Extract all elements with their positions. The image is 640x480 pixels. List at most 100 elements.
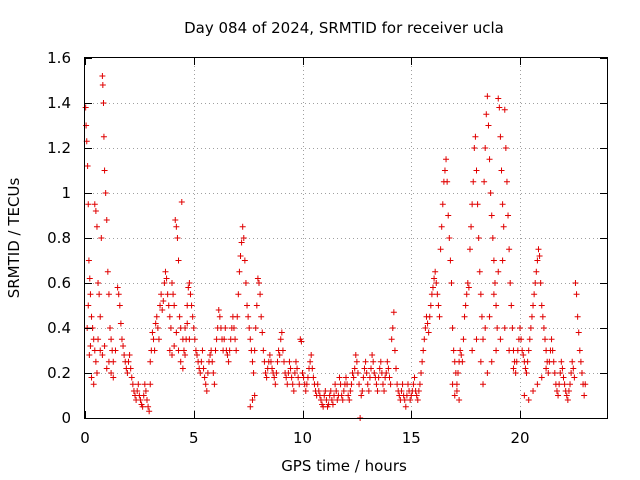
data-point: [339, 397, 346, 403]
data-point: [85, 257, 92, 264]
data-point: [137, 397, 144, 403]
data-point: [458, 352, 465, 358]
data-point: [497, 133, 504, 140]
data-point: [484, 370, 491, 376]
data-point: [100, 100, 107, 106]
data-point: [557, 370, 564, 376]
data-point: [232, 336, 239, 343]
data-point: [178, 199, 185, 205]
data-point: [103, 365, 110, 372]
data-point: [360, 374, 367, 381]
data-point: [432, 268, 439, 275]
data-point: [550, 358, 557, 365]
x-tick-label: 20: [510, 429, 529, 447]
data-point: [468, 223, 475, 230]
data-point: [251, 392, 258, 399]
data-point: [538, 374, 545, 381]
x-tick-label: 0: [80, 429, 90, 447]
data-point: [171, 343, 178, 349]
data-point: [520, 352, 527, 358]
y-tick-label: 0.4: [47, 319, 71, 337]
data-point: [100, 133, 107, 140]
y-tick-label: 0: [61, 409, 71, 427]
data-point: [308, 352, 315, 358]
data-point: [332, 381, 339, 388]
data-point: [553, 388, 560, 394]
data-point: [112, 347, 119, 354]
data-point: [177, 358, 184, 365]
data-point: [495, 95, 502, 102]
data-point: [374, 388, 381, 394]
data-point: [244, 302, 251, 309]
data-point: [92, 358, 99, 365]
data-point: [398, 388, 405, 394]
data-point: [173, 329, 180, 336]
data-point: [471, 145, 478, 151]
data-point: [540, 325, 547, 331]
data-point: [336, 374, 343, 381]
data-point: [455, 370, 462, 376]
data-point: [277, 336, 284, 343]
y-tick-label: 0.8: [47, 229, 71, 247]
data-point: [90, 381, 97, 388]
data-point: [525, 397, 532, 403]
data-point: [161, 280, 168, 286]
data-point: [166, 313, 173, 320]
data-point: [105, 291, 112, 298]
data-point: [489, 235, 496, 241]
data-point: [299, 370, 306, 376]
data-point: [563, 392, 570, 399]
data-point: [488, 358, 495, 365]
data-point: [241, 257, 248, 264]
data-point: [246, 325, 253, 331]
data-point: [91, 201, 98, 208]
data-point: [506, 347, 513, 354]
data-point: [254, 275, 261, 282]
data-point: [465, 284, 472, 291]
data-point: [298, 338, 305, 345]
data-point: [315, 388, 322, 394]
data-point: [322, 388, 329, 394]
data-point: [321, 392, 328, 399]
data-point: [522, 365, 529, 372]
data-point: [103, 217, 110, 223]
data-point: [371, 370, 378, 376]
data-point: [92, 208, 99, 214]
data-point: [536, 253, 543, 259]
data-point: [203, 388, 210, 394]
data-point: [490, 257, 497, 264]
data-point: [506, 246, 513, 253]
data-point: [466, 246, 473, 253]
data-point: [470, 178, 477, 185]
data-point: [124, 370, 131, 376]
data-point: [354, 370, 361, 376]
data-point: [192, 347, 199, 354]
data-point: [361, 365, 368, 372]
data-point: [476, 268, 483, 275]
data-point: [157, 302, 164, 309]
data-point: [531, 291, 538, 298]
x-tick-labels: 0 5 10 15 20: [80, 429, 529, 447]
data-point: [179, 365, 186, 372]
data-point: [426, 313, 433, 320]
data-point: [413, 392, 420, 399]
data-point: [390, 309, 397, 316]
data-point: [401, 397, 408, 403]
data-point: [174, 235, 181, 241]
data-point: [240, 235, 247, 241]
data-point: [575, 329, 582, 336]
data-point: [388, 336, 395, 343]
data-point: [538, 302, 545, 309]
data-point: [86, 275, 93, 282]
data-point: [482, 145, 489, 151]
data-point: [517, 325, 523, 331]
data-point: [565, 388, 572, 394]
data-point: [323, 397, 330, 403]
data-point: [548, 336, 555, 343]
data-point: [237, 253, 244, 259]
data-point: [314, 381, 321, 388]
data-point: [383, 370, 390, 376]
data-point: [507, 280, 514, 286]
data-point: [135, 381, 142, 388]
